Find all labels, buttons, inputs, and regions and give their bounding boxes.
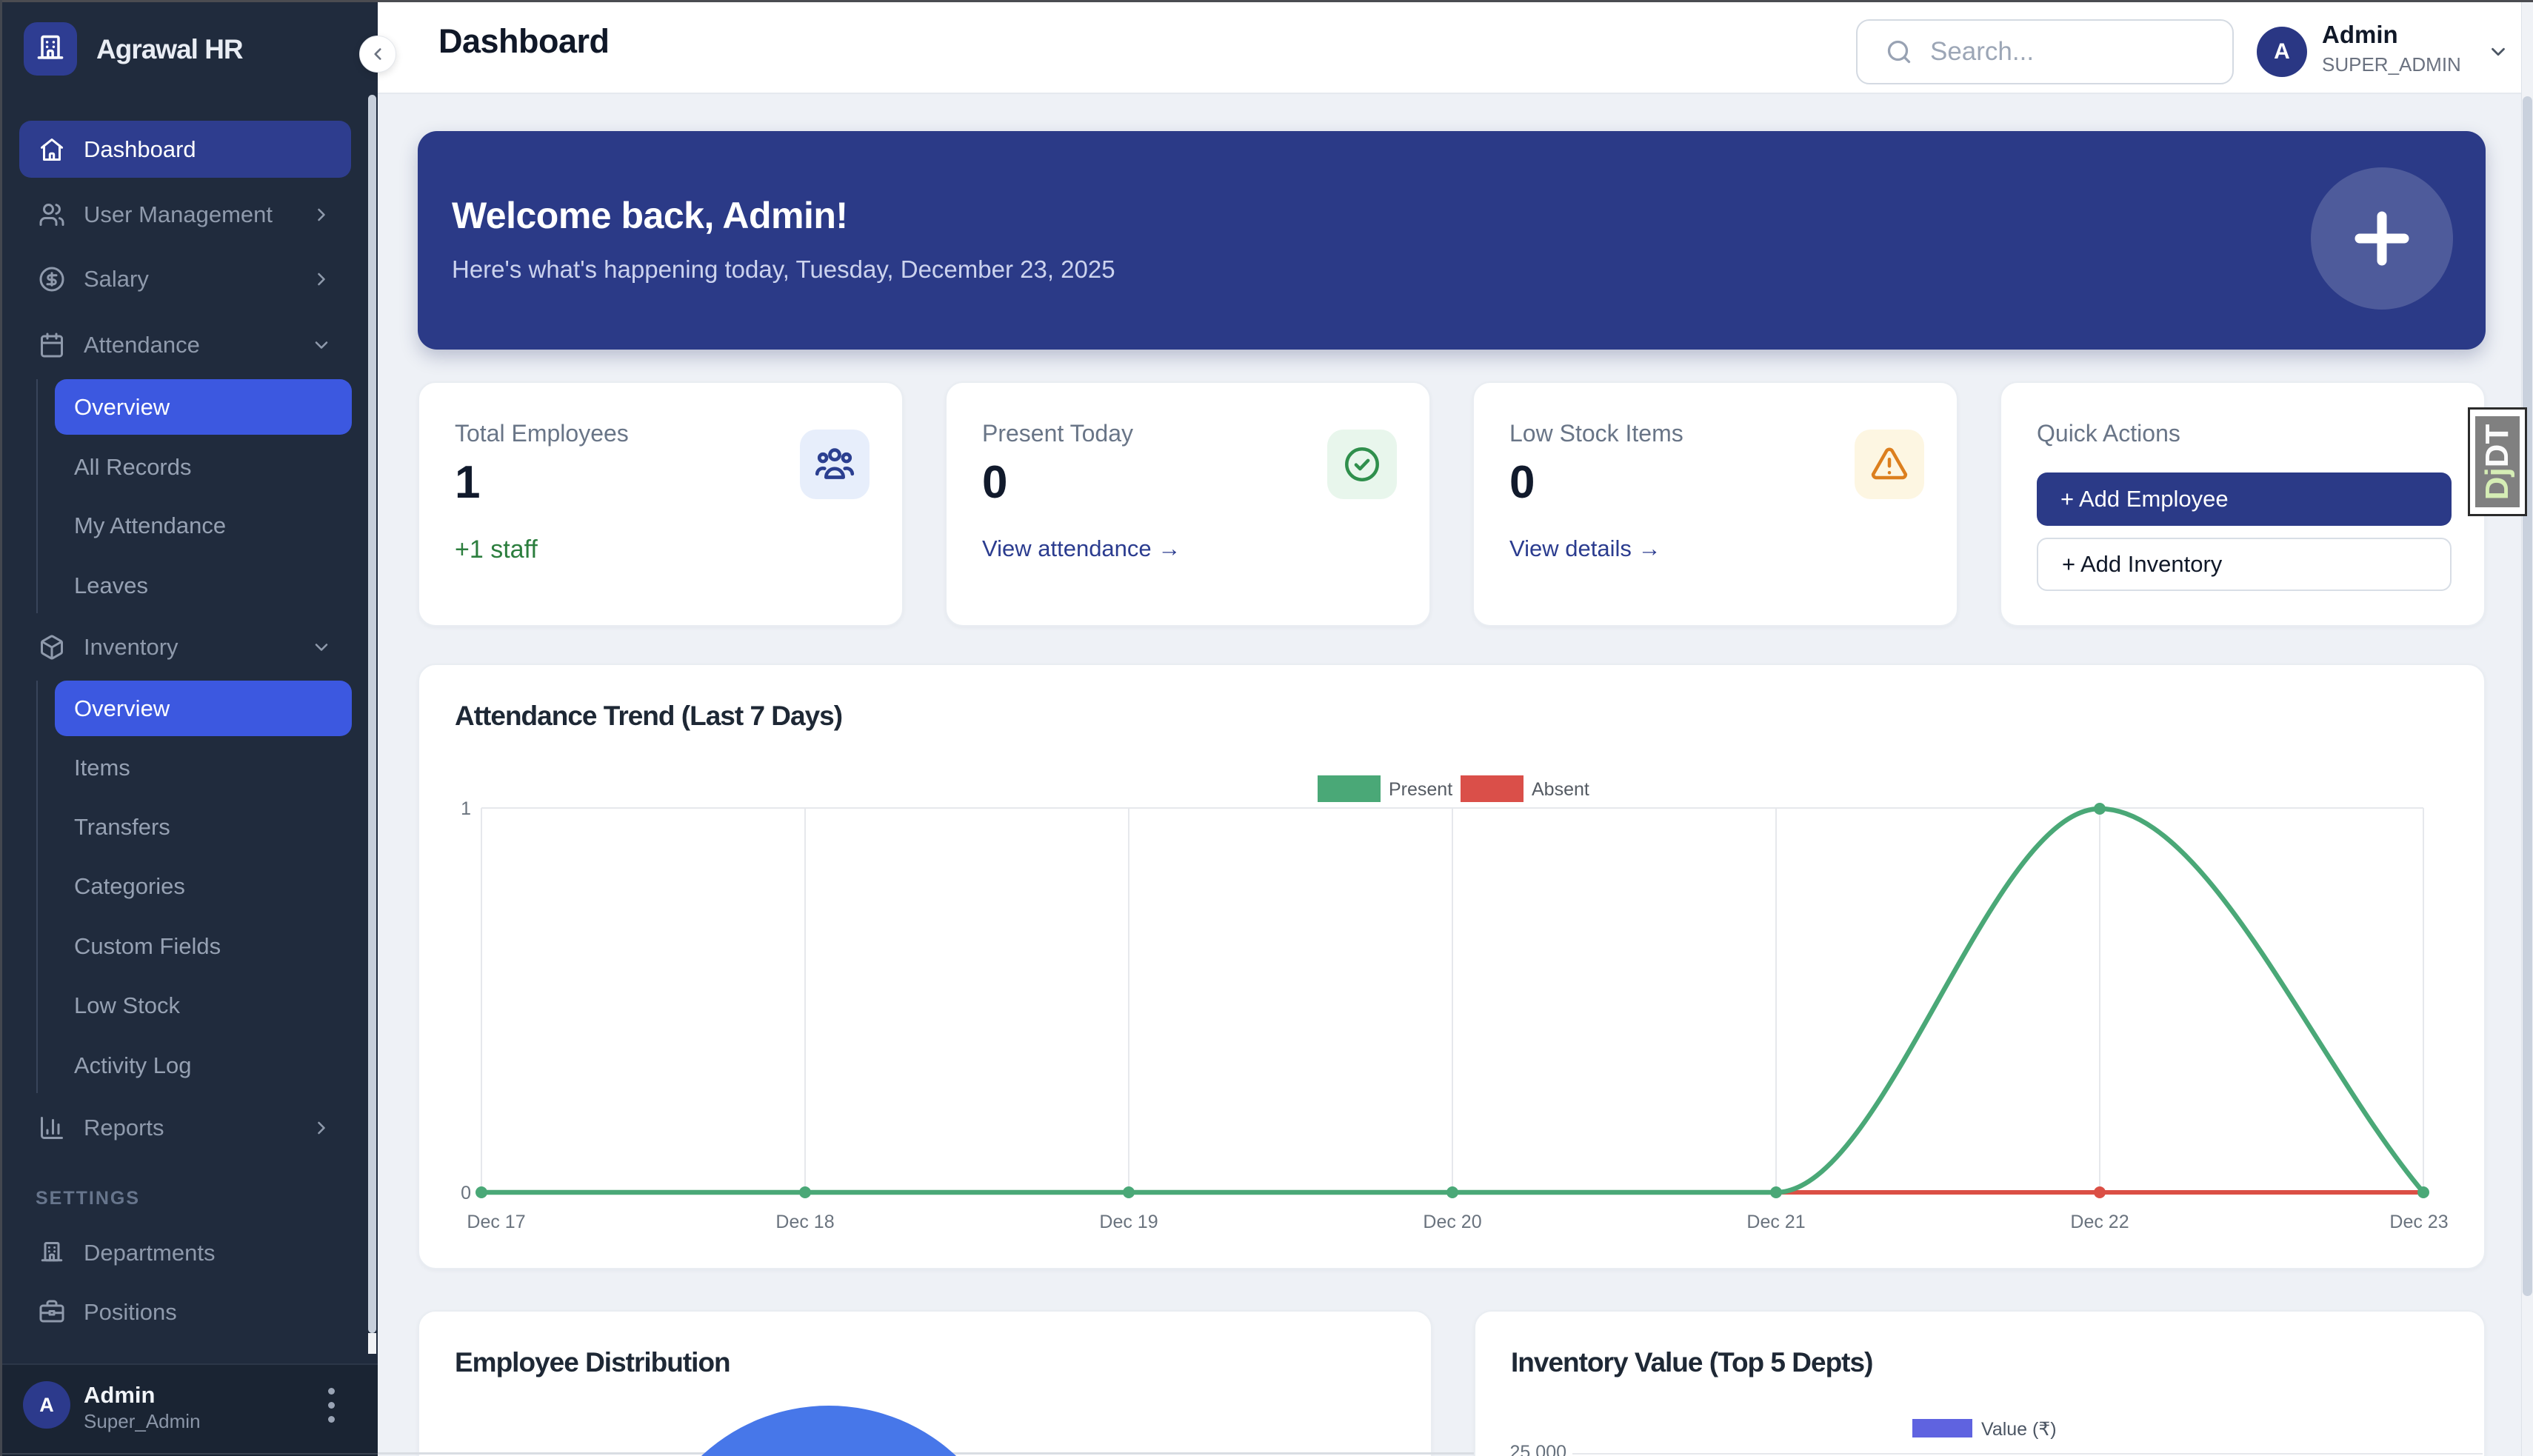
svg-text:Dec 23: Dec 23 <box>2389 1212 2448 1232</box>
svg-text:Present: Present <box>1389 779 1452 800</box>
svg-text:Dec 21: Dec 21 <box>1746 1212 1805 1232</box>
svg-text:Dec 17: Dec 17 <box>467 1212 525 1232</box>
svg-text:Dec 20: Dec 20 <box>1423 1212 1481 1232</box>
svg-text:Absent: Absent <box>1532 779 1589 800</box>
svg-text:Dec 19: Dec 19 <box>1099 1212 1158 1232</box>
svg-text:1: 1 <box>461 798 471 819</box>
svg-text:Dec 18: Dec 18 <box>775 1212 834 1232</box>
svg-text:Dec 22: Dec 22 <box>2070 1212 2129 1232</box>
svg-text:0: 0 <box>461 1183 471 1203</box>
